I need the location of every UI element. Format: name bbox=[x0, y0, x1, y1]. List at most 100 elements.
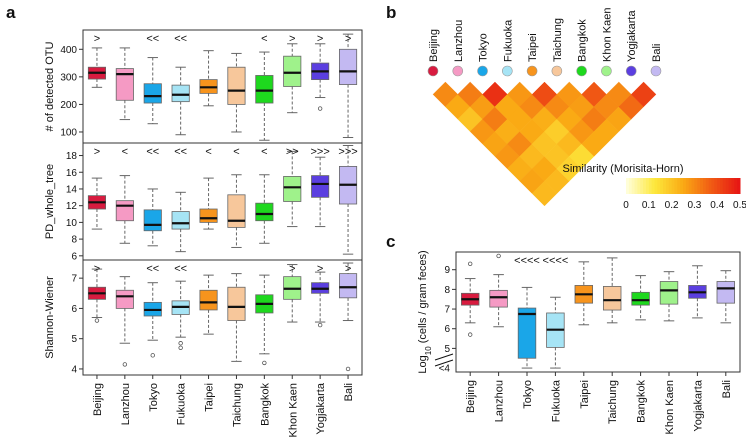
a1-ylabel: # of detected OTU bbox=[44, 42, 56, 132]
heatmap-legend-swatch bbox=[683, 178, 687, 194]
panel-label-a: a bbox=[6, 3, 16, 22]
c-tokyo-box bbox=[517, 307, 537, 359]
heatmap-legend-tick: 0.4 bbox=[710, 200, 724, 211]
a1-beijing-significance: > bbox=[94, 33, 100, 45]
c-xlabel-beijing: Beijing bbox=[465, 380, 477, 413]
a2-bali-significance: >>> bbox=[338, 146, 357, 158]
c-bangkok-box bbox=[631, 291, 650, 306]
c-xlabel-lanzhou: Lanzhou bbox=[494, 380, 506, 422]
heatmap-cell-yogjakarta-bali bbox=[630, 81, 657, 108]
c-lanzhou-box bbox=[489, 289, 508, 308]
heatmap-legend-swatch bbox=[637, 178, 641, 194]
heatmap-legend-swatch bbox=[734, 178, 738, 194]
heatmap-legend-swatch bbox=[665, 178, 670, 194]
a3-xlabel-taichung: Taichung bbox=[231, 383, 243, 427]
heatmap-dot-lanzhou bbox=[452, 65, 464, 77]
heatmap-legend-swatch bbox=[643, 178, 647, 194]
c-ytick-label: 8 bbox=[444, 285, 450, 296]
heatmap-legend-swatch bbox=[731, 178, 735, 194]
a2-ytick-label: 12 bbox=[66, 201, 78, 212]
heatmap-legend-tick: 0 bbox=[623, 200, 629, 211]
c-xlabel-yogjakarta: Yogjakarta bbox=[692, 379, 704, 431]
panel-b-heatmap: Beijing Lanzhou Tokyo Fukuoka Taipei Taichung… bbox=[427, 8, 746, 211]
a3-fukuoka-significance: << bbox=[174, 263, 187, 275]
c-xlabel-taipei: Taipei bbox=[579, 380, 591, 409]
a2-ytick-label: 6 bbox=[71, 251, 77, 262]
a2-lanzhou-significance: < bbox=[122, 146, 128, 158]
a3-xlabel-khon-kaen: Khon Kaen bbox=[287, 383, 299, 437]
a1-tokyo-box bbox=[143, 83, 162, 104]
a2-taipei-box bbox=[199, 208, 218, 223]
a3-xlabel-beijing: Beijing bbox=[92, 383, 104, 416]
heatmap-legend-swatch bbox=[685, 178, 690, 194]
a1-taichung-box bbox=[227, 66, 246, 105]
heatmap-label-tokyo: Tokyo bbox=[478, 33, 490, 62]
a2-ytick-label: 14 bbox=[66, 184, 78, 195]
a1-khon-kaen-box bbox=[283, 55, 302, 87]
c-lanzhou-outlier bbox=[496, 253, 501, 259]
a1-yogjakarta-significance: > bbox=[317, 33, 323, 45]
heatmap-label-bangkok: Bangkok bbox=[577, 19, 589, 62]
a1-fukuoka-significance: << bbox=[174, 33, 187, 45]
heatmap-legend-swatch bbox=[680, 178, 684, 194]
heatmap-label-bali: Bali bbox=[651, 44, 663, 62]
c-ytick-label: 7 bbox=[444, 305, 450, 316]
c-bali-box bbox=[716, 281, 736, 304]
heatmap-legend-swatch bbox=[700, 178, 704, 194]
a3-lanzhou-outlier bbox=[122, 362, 128, 367]
a3-beijing-outlier bbox=[94, 318, 100, 323]
a2-khon-kaen-box bbox=[283, 176, 302, 202]
a2-ytick-label: 8 bbox=[71, 235, 77, 246]
heatmap-legend-swatch bbox=[705, 178, 710, 194]
a2-fukuoka-box bbox=[171, 211, 190, 230]
a2-ytick-label: 16 bbox=[66, 168, 78, 179]
a2-ylabel: PD_whole_tree bbox=[44, 164, 56, 239]
c-ytick-label: 6 bbox=[444, 324, 450, 335]
a3-tokyo-significance: << bbox=[146, 263, 159, 275]
heatmap-legend-swatch bbox=[717, 178, 721, 194]
a3-xlabel-tokyo: Tokyo bbox=[148, 383, 160, 412]
a3-taichung-box bbox=[227, 286, 246, 321]
a3-yogjakarta-significance: > bbox=[317, 263, 323, 275]
a3-ytick-label: 6 bbox=[71, 304, 77, 315]
a2-ytick-label: 10 bbox=[66, 218, 78, 229]
a3-ylabel: Shannon-Wiener bbox=[44, 276, 56, 359]
heatmap-dot-yogjakarta bbox=[625, 65, 637, 77]
a3-bali-box bbox=[339, 273, 358, 299]
c-frame bbox=[455, 251, 741, 373]
a3-fukuoka-outlier bbox=[178, 341, 183, 346]
heatmap-dot-beijing bbox=[427, 65, 439, 77]
a1-bali-significance: > bbox=[345, 33, 351, 45]
a1-khon-kaen-significance: > bbox=[289, 33, 295, 45]
c-xlabel-bangkok: Bangkok bbox=[636, 380, 648, 423]
heatmap-legend-swatch bbox=[737, 178, 741, 194]
heatmap-dot-khon-kaen bbox=[601, 65, 612, 77]
heatmap-legend-swatch bbox=[648, 178, 653, 194]
a1-bangkok-significance: < bbox=[261, 33, 267, 45]
heatmap-legend-swatch bbox=[668, 178, 673, 194]
heatmap-label-lanzhou: Lanzhou bbox=[453, 20, 465, 62]
a1-tokyo-significance: << bbox=[146, 33, 159, 45]
heatmap-legend-swatch bbox=[708, 178, 712, 194]
a3-ytick-label: 4 bbox=[71, 364, 77, 375]
a3-bangkok-outlier bbox=[262, 360, 267, 366]
heatmap-label-taipei: Taipei bbox=[527, 33, 539, 62]
heatmap-legend-swatch bbox=[691, 178, 695, 194]
c-ylabel: Log10 (cells / gram feces) bbox=[417, 250, 433, 373]
heatmap-legend-swatch bbox=[634, 178, 638, 194]
a2-beijing-significance: > bbox=[94, 146, 100, 158]
a1-ytick-label: 200 bbox=[60, 100, 77, 111]
heatmap-legend-swatch bbox=[674, 178, 678, 194]
a1-bangkok-box bbox=[255, 75, 274, 104]
heatmap-legend-swatch bbox=[631, 178, 636, 194]
a3-xlabel-taipei: Taipei bbox=[204, 383, 216, 412]
a2-fukuoka-significance: << bbox=[174, 146, 187, 158]
c-xlabel-bali: Bali bbox=[721, 380, 733, 398]
panel-label-b: b bbox=[386, 3, 396, 22]
a2-lanzhou-box bbox=[115, 200, 134, 222]
a3-bali-outlier bbox=[345, 366, 351, 372]
a3-beijing-significance: > bbox=[94, 263, 100, 275]
c-khon-kaen-box bbox=[659, 281, 679, 305]
a2-tokyo-significance: << bbox=[146, 146, 159, 158]
panel-c: 5 6 7 8 9 Log10 (cells / gram feces) <<<< <<<< B… bbox=[417, 250, 741, 434]
